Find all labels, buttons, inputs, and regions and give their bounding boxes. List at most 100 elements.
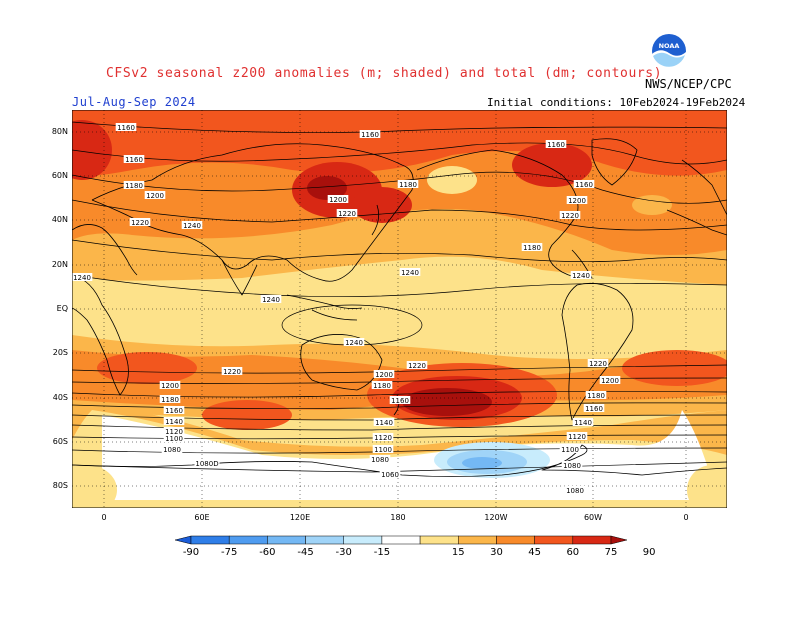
- colorbar-label: 90: [642, 547, 656, 558]
- contour-label-bg: [371, 381, 393, 389]
- shaded-anomalies: [72, 110, 727, 508]
- contour-label: 1220: [561, 212, 579, 220]
- lat-label-40n: 40N: [51, 215, 68, 224]
- contour-label: 1200: [329, 196, 347, 204]
- colorbar-segment: [381, 535, 421, 545]
- colorbar-label: -90: [182, 547, 200, 558]
- contour-label: 1160: [125, 156, 143, 164]
- contour-label: 1140: [165, 418, 183, 426]
- contour-label: 1120: [568, 433, 586, 441]
- contour-label-bg: [406, 361, 428, 369]
- contour-label: 1240: [73, 274, 91, 282]
- contour-label: 1240: [183, 222, 201, 230]
- contour-label: 1140: [375, 419, 393, 427]
- lon-label-120e: 120E: [289, 513, 311, 522]
- contour-label: 1200: [161, 382, 179, 390]
- contour-label: 1200: [601, 377, 619, 385]
- contour-label-bg: [181, 221, 203, 229]
- colorbar-segment: [610, 535, 627, 545]
- contour-label: 1140: [574, 419, 592, 427]
- contour-label: 1080D: [195, 460, 218, 468]
- contour-label: 1180: [373, 382, 391, 390]
- lat-label-60n: 60N: [51, 171, 68, 180]
- contour-label-bg: [573, 180, 595, 188]
- contour-label-bg: [72, 273, 93, 281]
- lat-label-80s: 80S: [52, 481, 68, 490]
- colorbar-label: -60: [259, 547, 276, 558]
- colorbar-label: -75: [221, 547, 238, 558]
- colorbar-segment: [267, 535, 306, 545]
- contour-label-bg: [123, 155, 145, 163]
- contour-label-bg: [369, 455, 391, 463]
- lon-label-180: 180: [390, 513, 406, 522]
- contour-label: 1220: [338, 210, 356, 218]
- lat-label-80n: 80N: [51, 127, 68, 136]
- lat-label-60s: 60S: [52, 437, 68, 446]
- colorbar-segment: [534, 535, 574, 545]
- noaa-logo: NOAA: [652, 34, 687, 69]
- contour-label-bg: [561, 461, 583, 469]
- lat-label-eq: EQ: [56, 304, 68, 313]
- colorbar-label: -30: [335, 547, 352, 558]
- contour-label-bg: [389, 396, 411, 404]
- contour-label-bg: [373, 370, 395, 378]
- contour-label: 1240: [345, 339, 363, 347]
- contour-label: 1220: [223, 368, 241, 376]
- contour-label-bg: [570, 271, 592, 279]
- contour-label-bg: [583, 404, 605, 412]
- contour-label-bg: [123, 181, 145, 189]
- lon-label-0: 0: [101, 513, 107, 522]
- contour-label-bg: [521, 243, 543, 251]
- contour-label: 1160: [391, 397, 409, 405]
- contour-label: 1100: [561, 446, 579, 454]
- contour-label: 1080: [371, 456, 389, 464]
- contour-label: 1160: [547, 141, 565, 149]
- contour-label-bg: [372, 445, 394, 453]
- contour-label-bg: [144, 191, 166, 199]
- contour-label: 1180: [125, 182, 143, 190]
- map-title: CFSv2 seasonal z200 anomalies (m; shaded…: [106, 66, 663, 81]
- colorbar-label: 30: [490, 547, 503, 558]
- colorbar-segment: [343, 535, 383, 545]
- colorbar-segment: [419, 535, 459, 545]
- contour-label: 1240: [572, 272, 590, 280]
- contour-label: 1220: [589, 360, 607, 368]
- initial-conditions: Initial conditions: 10Feb2024-19Feb2024: [487, 96, 746, 109]
- contour-label-bg: [343, 338, 365, 346]
- logo-text: NOAA: [659, 42, 680, 50]
- colorbar-segment: [190, 535, 230, 545]
- colorbar: [175, 535, 627, 545]
- colorbar-segment: [496, 535, 535, 545]
- contour-label: 1180: [523, 244, 541, 252]
- contour-label: 1220: [131, 219, 149, 227]
- contour-label: 1120: [165, 428, 183, 436]
- contour-label-bg: [564, 486, 586, 494]
- contour-label-bg: [161, 445, 183, 453]
- contour-label-bg: [163, 417, 185, 425]
- lat-label-20n: 20N: [51, 260, 68, 269]
- lon-label-60e: 60E: [194, 513, 210, 522]
- contour-label-bg: [566, 432, 588, 440]
- contour-label: 1120: [374, 434, 392, 442]
- contour-label-bg: [373, 418, 395, 426]
- forecast-period: Jul-Aug-Sep 2024: [72, 95, 196, 109]
- colorbar-segment: [458, 535, 497, 545]
- contour-label-bg: [559, 211, 581, 219]
- contour-label: 1220: [408, 362, 426, 370]
- colorbar-segment: [175, 535, 192, 545]
- colorbar-label: -45: [297, 547, 314, 558]
- contour-label: 1160: [575, 181, 593, 189]
- colorbar-segments: [175, 535, 627, 545]
- lon-label-60w: 60W: [583, 513, 603, 522]
- contour-label: 1080: [563, 462, 581, 470]
- contour-label-bg: [260, 295, 282, 303]
- contour-label: 1080: [163, 446, 181, 454]
- colorbar-label: 75: [604, 547, 618, 558]
- contour-label: 1160: [165, 407, 183, 415]
- contour-label: 1180: [399, 181, 417, 189]
- contour-label: 1160: [117, 124, 135, 132]
- colorbar-segment: [572, 535, 612, 545]
- contour-label-bg: [379, 470, 401, 478]
